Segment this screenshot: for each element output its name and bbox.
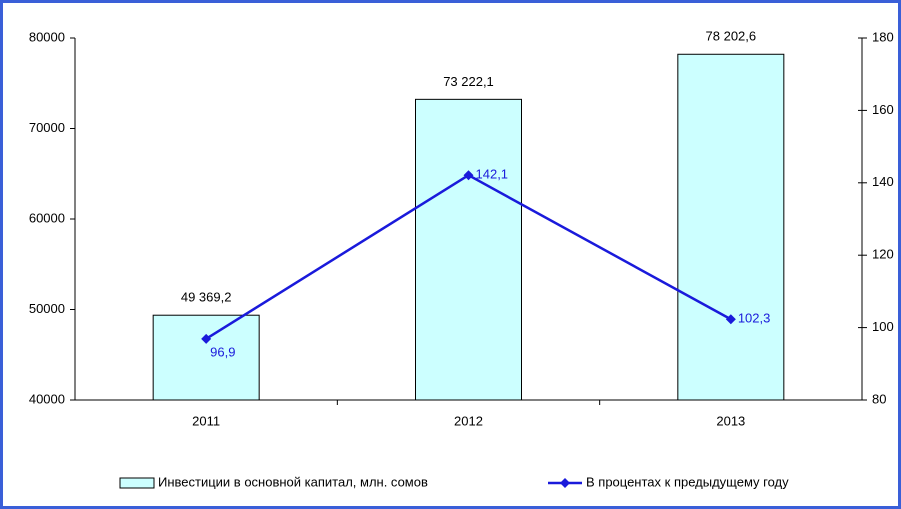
y2-tick-label: 120 (872, 247, 894, 262)
y2-tick-label: 100 (872, 319, 894, 334)
bar (152, 314, 260, 401)
line-point (463, 170, 474, 181)
y-tick-label: 60000 (29, 210, 65, 225)
y-tick-label: 70000 (29, 120, 65, 135)
x-tick-label: 2012 (454, 413, 483, 428)
line-value-label: 96,9 (210, 344, 235, 359)
bar-value-label: 49 369,2 (181, 290, 232, 305)
y2-tick-label: 140 (872, 174, 894, 189)
legend-marker (560, 478, 570, 488)
y2-tick-label: 160 (872, 102, 894, 117)
line-value-label: 102,3 (738, 311, 771, 326)
bar-value-label: 78 202,6 (706, 29, 757, 44)
y-tick-label: 50000 (29, 301, 65, 316)
y-tick-label: 40000 (29, 391, 65, 406)
bar-value-label: 73 222,1 (443, 74, 494, 89)
line-point (201, 333, 212, 344)
legend-label: В процентах к предыдущему году (586, 474, 789, 489)
x-tick-label: 2011 (192, 413, 220, 428)
x-tick-label: 2013 (716, 413, 745, 428)
y-tick-label: 80000 (29, 29, 65, 44)
y2-tick-label: 180 (872, 29, 894, 44)
bar (415, 98, 522, 401)
legend-label: Инвестиции в основной капитал, млн. сомо… (158, 474, 428, 489)
legend-swatch (119, 477, 155, 489)
line-point (725, 314, 736, 325)
line-value-label: 142,1 (476, 167, 509, 182)
y2-tick-label: 80 (872, 391, 886, 406)
bar (677, 53, 785, 401)
